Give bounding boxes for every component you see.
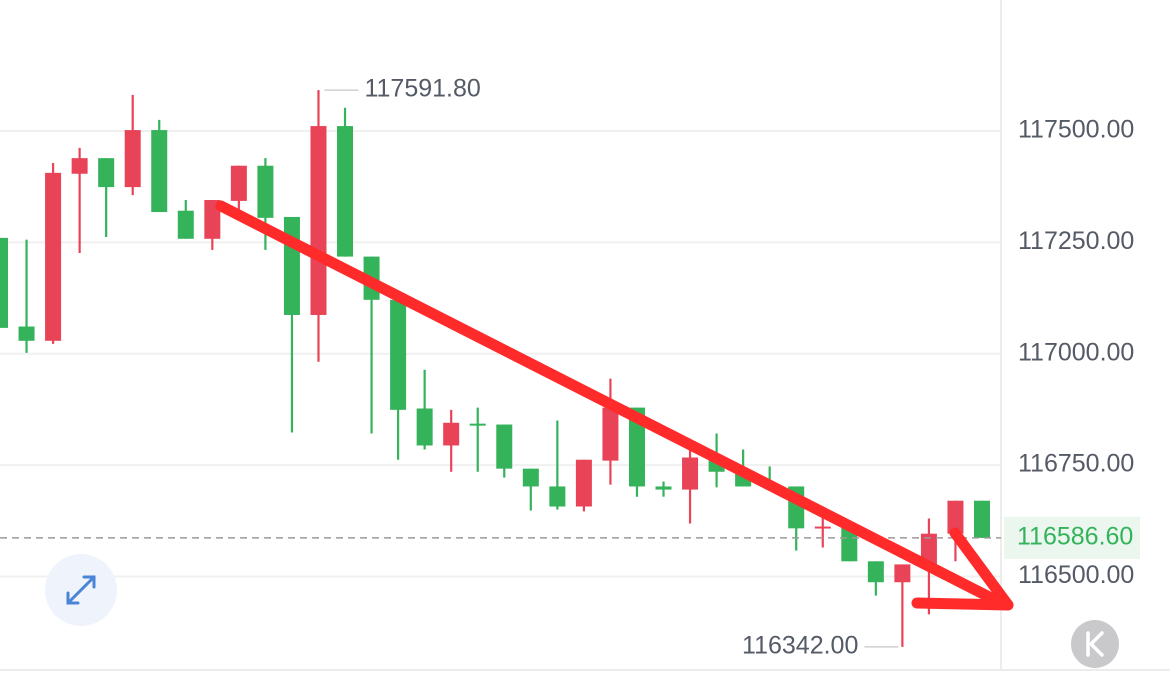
candle-body [124, 130, 141, 188]
annotation-label: 117591.80 [364, 75, 480, 103]
k-button[interactable] [1071, 620, 1119, 668]
candle-body [98, 158, 115, 188]
overlay: 116500.00 116750.00 117000.00 117250.00 1175… [0, 75, 1140, 659]
candle-body [416, 408, 433, 446]
annotation-label: 116342.00 [742, 631, 858, 659]
candle-body [894, 564, 911, 583]
candle-body [682, 457, 699, 490]
candle-body [867, 561, 884, 583]
y-tick-label: 116750.00 [1018, 450, 1134, 478]
candle-body [230, 165, 247, 201]
candle-body [337, 126, 354, 257]
candle-body [443, 422, 460, 446]
candle-body [204, 200, 221, 239]
arrow [215, 200, 1014, 611]
candle-body [390, 299, 407, 410]
y-tick-label: 117250.00 [1018, 227, 1134, 255]
candle-body [628, 407, 645, 487]
candle-body [177, 210, 194, 239]
current-price-box [1004, 516, 1140, 559]
candle-body [602, 407, 619, 461]
candle-body [45, 172, 62, 341]
candle-body [496, 424, 513, 469]
candle-body [0, 237, 8, 328]
candle-body [920, 533, 937, 565]
candle-body [974, 500, 990, 538]
candle-body [814, 526, 831, 529]
candle-body [283, 216, 300, 315]
y-tick-label: 117500.00 [1018, 116, 1134, 144]
candle-body [549, 486, 566, 507]
candle-body [522, 468, 539, 487]
candle-body [841, 526, 858, 562]
y-tick-label: 116500.00 [1018, 561, 1134, 589]
y-tick-label: 117000.00 [1018, 338, 1134, 366]
candle-body [310, 126, 327, 315]
candle-body [575, 459, 592, 507]
candle-body [655, 486, 672, 490]
candle-body [71, 158, 88, 174]
expand-button[interactable] [45, 554, 117, 626]
candle-body [469, 423, 486, 426]
candle-body [947, 500, 964, 534]
candle-body [257, 165, 274, 218]
candles [0, 90, 990, 647]
candle-body [18, 326, 35, 341]
candle-body [151, 130, 168, 213]
current-price-label: 116586.60 [1017, 522, 1133, 550]
